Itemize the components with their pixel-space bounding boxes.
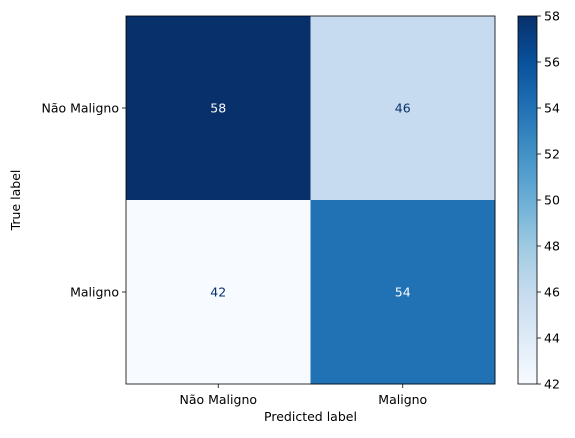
y-tick-label: Maligno [70,285,119,300]
heatmap-cell [310,200,496,385]
colorbar: 42 44 46 48 50 52 54 56 58 [517,9,560,392]
heatmap-cell [126,200,311,385]
colorbar-tick-label: 48 [544,239,560,254]
y-axis: Não Maligno Maligno [41,101,126,300]
y-tick-label: Não Maligno [41,101,119,116]
cell-value-label: 42 [210,285,226,300]
heatmap-cell [310,16,496,201]
colorbar-tick-label: 46 [544,285,560,300]
cell-value-label: 54 [395,285,411,300]
colorbar-tick-label: 52 [544,147,560,162]
heatmap-cells [126,16,496,385]
y-axis-label: True label [8,170,23,232]
cell-labels: 58 46 42 54 [210,101,410,300]
cell-value-label: 58 [210,101,226,116]
colorbar-tick-label: 56 [544,55,560,70]
colorbar-tick-label: 54 [544,101,560,116]
x-axis: Não Maligno Maligno [179,384,427,407]
x-axis-label: Predicted label [264,409,357,424]
colorbar-gradient [517,15,538,385]
cell-value-label: 46 [395,101,411,116]
plot-frame [125,15,496,385]
colorbar-tick-label: 50 [544,193,560,208]
colorbar-tick-label: 42 [544,377,560,392]
heatmap-cell [126,16,311,201]
x-tick-label: Maligno [378,392,427,407]
colorbar-ticks: 42 44 46 48 50 52 54 56 58 [537,9,560,392]
colorbar-tick-label: 58 [544,9,560,24]
x-tick-label: Não Maligno [179,392,257,407]
colorbar-tick-label: 44 [544,331,560,346]
